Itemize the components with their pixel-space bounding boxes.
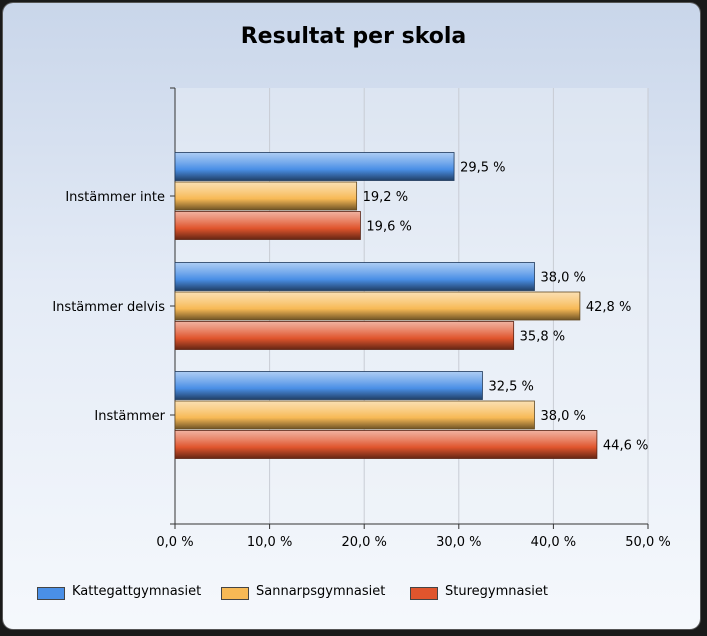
data-label: 42,8 %: [586, 300, 631, 315]
bar: [174, 152, 455, 181]
bar: [174, 181, 358, 211]
x-tick-label: 50,0 %: [625, 535, 670, 550]
bar: [174, 371, 483, 400]
legend-swatch: [410, 587, 438, 600]
data-label: 19,2 %: [363, 190, 408, 205]
bar: [174, 291, 581, 321]
legend-label: Kattegattgymnasiet: [72, 584, 202, 599]
x-tick-label: 30,0 %: [436, 535, 481, 550]
bar: [174, 430, 598, 459]
bar: [174, 400, 535, 430]
category-label: Instämmer inte: [65, 190, 165, 205]
data-label: 32,5 %: [488, 380, 533, 395]
data-label: 29,5 %: [460, 161, 505, 176]
legend-label: Sturegymnasiet: [445, 584, 548, 599]
legend-label: Sannarpsgymnasiet: [256, 584, 386, 599]
category-label: Instämmer delvis: [52, 300, 165, 315]
x-tick-label: 40,0 %: [531, 535, 576, 550]
data-label: 19,6 %: [366, 220, 411, 235]
legend-swatch: [221, 587, 249, 600]
x-tick-label: 20,0 %: [341, 535, 386, 550]
x-tick-label: 0,0 %: [156, 535, 193, 550]
bar: [174, 211, 361, 240]
category-label: Instämmer: [94, 409, 165, 424]
bar: [174, 321, 515, 350]
data-label: 44,6 %: [603, 439, 648, 454]
bar: [174, 262, 535, 291]
x-tick-label: 10,0 %: [247, 535, 292, 550]
data-label: 35,8 %: [520, 330, 565, 345]
data-label: 38,0 %: [540, 409, 585, 424]
data-label: 38,0 %: [540, 271, 585, 286]
chart-title: Resultat per skola: [240, 24, 467, 49]
legend-swatch: [37, 587, 65, 600]
